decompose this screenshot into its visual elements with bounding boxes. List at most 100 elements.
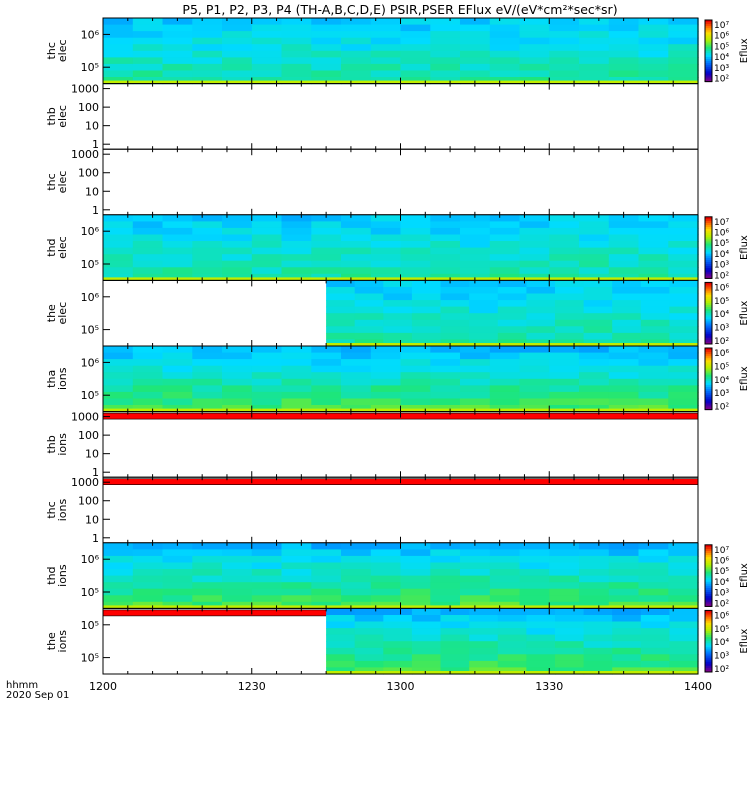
heatmap-cell xyxy=(460,241,491,249)
heatmap-cell xyxy=(370,385,402,393)
heatmap-cell xyxy=(668,241,699,249)
heatmap-cell xyxy=(341,18,372,26)
heatmap-cell xyxy=(579,267,610,275)
heatmap-cell xyxy=(519,214,550,222)
heatmap-cell xyxy=(489,57,521,65)
heatmap-cell xyxy=(162,385,193,393)
heatmap-cell xyxy=(222,569,253,577)
heatmap-cell xyxy=(460,359,491,367)
heatmap-cell xyxy=(579,365,610,373)
colorbar-tick-label: 10⁵ xyxy=(714,362,729,372)
colorbar-swatch xyxy=(705,220,712,224)
heatmap-cell xyxy=(608,562,640,570)
y-tick-label: 10 xyxy=(85,185,99,198)
heatmap-cell xyxy=(341,359,372,367)
heatmap-cell xyxy=(281,549,312,557)
panel-label: thaions xyxy=(45,367,69,390)
heatmap-cell xyxy=(400,241,431,249)
colorbar-swatch xyxy=(705,663,712,667)
heatmap-cell xyxy=(638,365,669,373)
colorbar-tick-label: 10³ xyxy=(714,652,729,662)
heatmap-cell xyxy=(132,247,164,255)
heatmap-cell xyxy=(549,44,580,52)
colorbar-swatch xyxy=(705,647,712,650)
heatmap-cell xyxy=(579,221,610,229)
heatmap-cell xyxy=(460,595,491,603)
heatmap-cell xyxy=(311,70,342,78)
heatmap-cell xyxy=(579,31,610,39)
heatmap-cell xyxy=(341,595,372,603)
heatmap-cell xyxy=(132,31,164,39)
heatmap-cell xyxy=(555,313,585,321)
heatmap-cell xyxy=(192,391,223,400)
heatmap-cell xyxy=(162,575,193,583)
heatmap-cell xyxy=(192,247,223,255)
heatmap-cell xyxy=(251,44,283,52)
heatmap-cell xyxy=(251,346,283,354)
heatmap-cell xyxy=(669,615,699,623)
heatmap-cell xyxy=(162,549,193,557)
heatmap-cell xyxy=(440,326,470,334)
heatmap-cell xyxy=(440,293,470,301)
colorbar-tick-label: 10⁴ xyxy=(714,250,729,260)
heatmap-cell xyxy=(608,391,640,400)
colorbar-swatch xyxy=(705,366,712,370)
colorbar-swatch xyxy=(705,298,712,302)
heatmap-cell xyxy=(469,332,499,341)
heatmap-cell xyxy=(669,654,699,662)
heatmap-cell xyxy=(608,221,640,229)
heatmap-cell xyxy=(612,647,642,655)
heatmap-cell xyxy=(612,319,642,327)
colorbar-swatch xyxy=(705,395,712,398)
colorbar-swatch xyxy=(705,255,712,259)
heatmap-cell xyxy=(526,300,556,308)
heatmap-cell xyxy=(192,595,223,603)
heatmap-cell xyxy=(555,332,585,341)
heatmap-cell xyxy=(281,378,312,386)
panel-label: thbelec xyxy=(45,105,69,128)
heatmap-cell xyxy=(251,365,283,373)
colorbar-swatch xyxy=(705,241,712,244)
heatmap-cell xyxy=(311,227,342,236)
heatmap-cell xyxy=(311,575,342,583)
heatmap-cell xyxy=(341,582,372,590)
heatmap-cell xyxy=(608,234,640,242)
heatmap-cell xyxy=(383,313,413,321)
heatmap-cell xyxy=(669,608,699,616)
panel-frame xyxy=(102,411,699,478)
colorbar-tick-label: 10³ xyxy=(714,589,729,599)
heatmap-cell xyxy=(162,227,193,236)
heatmap-cell xyxy=(526,313,556,321)
heatmap-cell xyxy=(579,391,610,400)
heatmap-cell xyxy=(519,569,550,577)
heatmap-cell xyxy=(311,562,342,570)
heatmap-cell xyxy=(526,306,556,314)
heatmap-cell xyxy=(460,57,491,65)
heatmap-cell xyxy=(668,352,699,360)
heatmap-cell xyxy=(222,352,253,360)
colorbar-swatch xyxy=(705,384,712,388)
heatmap-cell xyxy=(251,24,283,32)
heatmap-cell xyxy=(549,365,580,373)
heatmap-cell xyxy=(222,542,253,550)
heatmap-cell xyxy=(549,241,580,249)
heatmap-cell xyxy=(311,549,342,557)
colorbar-swatch xyxy=(705,378,712,382)
heatmap-cell xyxy=(460,555,491,564)
heatmap-cell xyxy=(519,24,550,32)
colorbar-swatch xyxy=(705,44,712,48)
heatmap-cell xyxy=(668,588,699,596)
heatmap-cell xyxy=(668,50,699,58)
colorbar-swatch xyxy=(705,65,712,68)
heatmap-cell xyxy=(311,234,342,242)
heatmap-cell xyxy=(192,359,223,367)
heatmap-cell xyxy=(519,70,550,78)
panel-label-species: ions xyxy=(56,564,69,587)
colorbar-swatch xyxy=(705,259,712,263)
colorbar-swatch xyxy=(705,600,712,603)
colorbar-swatch xyxy=(705,583,712,587)
heatmap-cell xyxy=(668,562,699,570)
heatmap-cell xyxy=(430,346,461,354)
heatmap-cell xyxy=(132,221,164,229)
y-tick-label: 100 xyxy=(78,495,99,508)
